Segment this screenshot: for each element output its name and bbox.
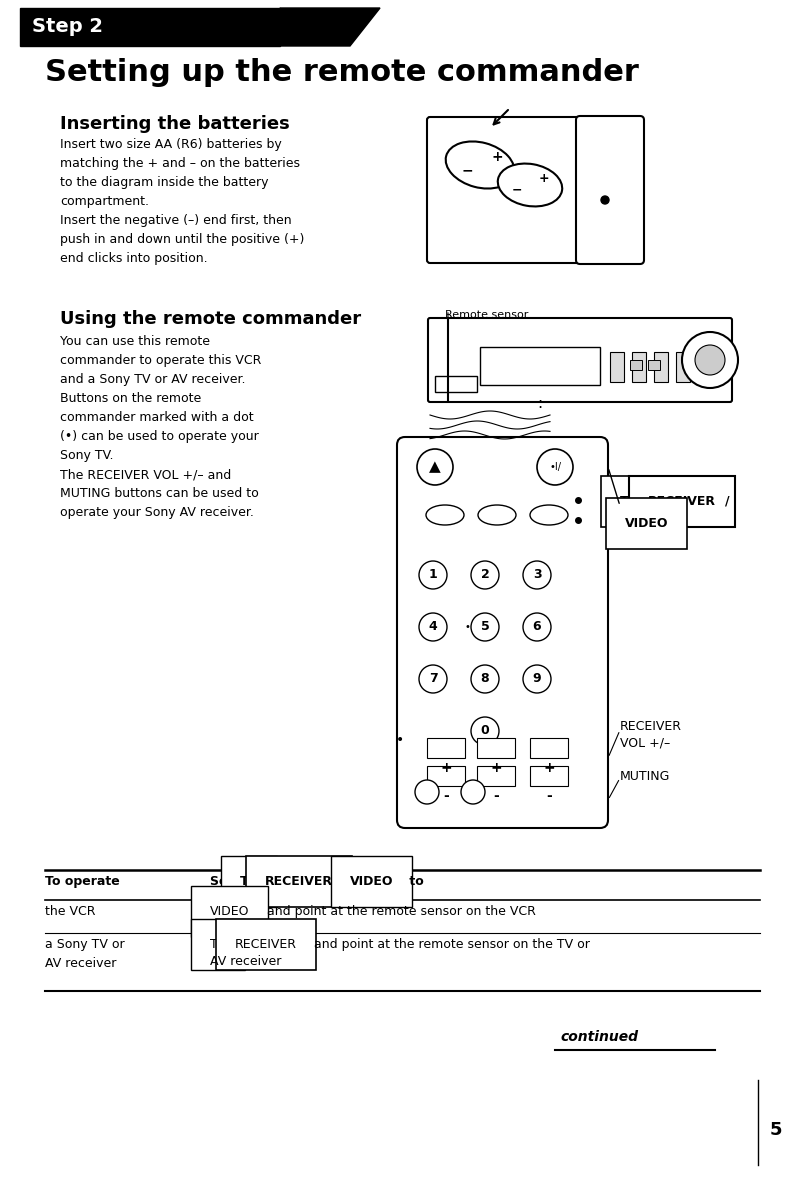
Text: 9: 9 [533,673,541,686]
Text: RECEIVER: RECEIVER [648,495,716,508]
Ellipse shape [446,142,514,189]
Text: and point at the remote sensor on the VCR: and point at the remote sensor on the VC… [263,905,536,918]
Circle shape [417,449,453,485]
Circle shape [471,613,499,641]
Bar [648,361,660,370]
Text: VIDEO: VIDEO [350,875,394,888]
Text: −: − [512,183,522,196]
Text: 4: 4 [428,621,437,634]
Text: TV: TV [240,875,258,888]
Ellipse shape [497,163,562,207]
Text: VIDEO: VIDEO [210,905,250,918]
Circle shape [537,449,573,485]
Text: −: − [461,163,473,177]
Bar [427,766,465,786]
Bar [530,738,568,758]
Bar [427,738,465,758]
FancyBboxPatch shape [427,117,633,264]
Bar [477,766,515,786]
Text: /: / [340,875,345,888]
Polygon shape [280,8,380,46]
Text: Setting up the remote commander: Setting up the remote commander [45,58,639,87]
Text: RECEIVER
VOL +/–: RECEIVER VOL +/– [620,720,682,751]
Ellipse shape [426,505,464,525]
Text: VIDEO: VIDEO [625,517,668,530]
Bar [632,352,646,382]
Circle shape [419,561,447,589]
Bar [20,8,280,46]
Text: +: + [539,171,549,184]
Circle shape [419,613,447,641]
Text: Set: Set [210,875,237,888]
Bar [530,766,568,786]
Circle shape [523,613,551,641]
Circle shape [461,780,485,804]
Text: Remote sensor: Remote sensor [445,310,528,320]
Circle shape [695,345,725,375]
Text: MUTING: MUTING [620,769,671,782]
Bar [630,361,642,370]
Text: +: + [490,761,502,775]
Circle shape [419,665,447,693]
Text: •: • [464,622,470,632]
Text: TV: TV [210,939,226,952]
Text: ▲: ▲ [429,460,441,474]
Text: -: - [493,790,499,803]
Text: AV receiver: AV receiver [210,955,282,968]
Circle shape [601,196,609,204]
FancyBboxPatch shape [397,437,608,829]
Text: Step 2: Step 2 [32,18,103,37]
Bar [676,352,690,382]
Text: 7: 7 [428,673,437,686]
Text: continued: continued [560,1030,638,1044]
Text: TV: TV [620,495,638,508]
FancyBboxPatch shape [428,318,732,402]
Bar [435,376,477,392]
Bar [477,738,515,758]
Circle shape [415,780,439,804]
Circle shape [523,665,551,693]
Circle shape [471,561,499,589]
Circle shape [682,332,738,388]
Text: RECEIVER: RECEIVER [265,875,333,888]
Text: 5: 5 [481,621,489,634]
Text: •: • [396,733,404,747]
Bar [654,352,668,382]
Text: Inserting the batteries: Inserting the batteries [60,115,290,134]
Ellipse shape [478,505,516,525]
Text: 6: 6 [533,621,541,634]
Text: To operate: To operate [45,875,120,888]
Circle shape [471,665,499,693]
Text: Insert two size AA (R6) batteries by
matching the + and – on the batteries
to th: Insert two size AA (R6) batteries by mat… [60,138,304,265]
Ellipse shape [530,505,568,525]
Text: +: + [543,761,555,775]
Bar [480,348,600,385]
Text: 1: 1 [428,569,437,582]
Text: RECEIVER: RECEIVER [235,939,297,952]
Text: +: + [440,761,452,775]
Circle shape [471,717,499,745]
Text: 0: 0 [481,725,489,738]
Text: •I/: •I/ [549,462,561,472]
Text: a Sony TV or
AV receiver: a Sony TV or AV receiver [45,939,125,970]
Text: +: + [491,150,503,164]
Text: Using the remote commander: Using the remote commander [60,310,361,327]
Text: :: : [538,396,543,411]
FancyBboxPatch shape [576,116,644,264]
Text: 8: 8 [481,673,489,686]
Circle shape [523,561,551,589]
Text: You can use this remote
commander to operate this VCR
and a Sony TV or AV receiv: You can use this remote commander to ope… [60,335,262,519]
Text: -: - [546,790,552,803]
Text: to: to [405,875,423,888]
Text: 2: 2 [481,569,489,582]
Text: /: / [725,495,729,508]
Bar [610,352,624,382]
Text: the VCR: the VCR [45,905,96,918]
Text: 3: 3 [533,569,541,582]
Text: 5: 5 [770,1121,782,1139]
Text: -: - [443,790,449,803]
Text: and point at the remote sensor on the TV or: and point at the remote sensor on the TV… [310,939,590,952]
